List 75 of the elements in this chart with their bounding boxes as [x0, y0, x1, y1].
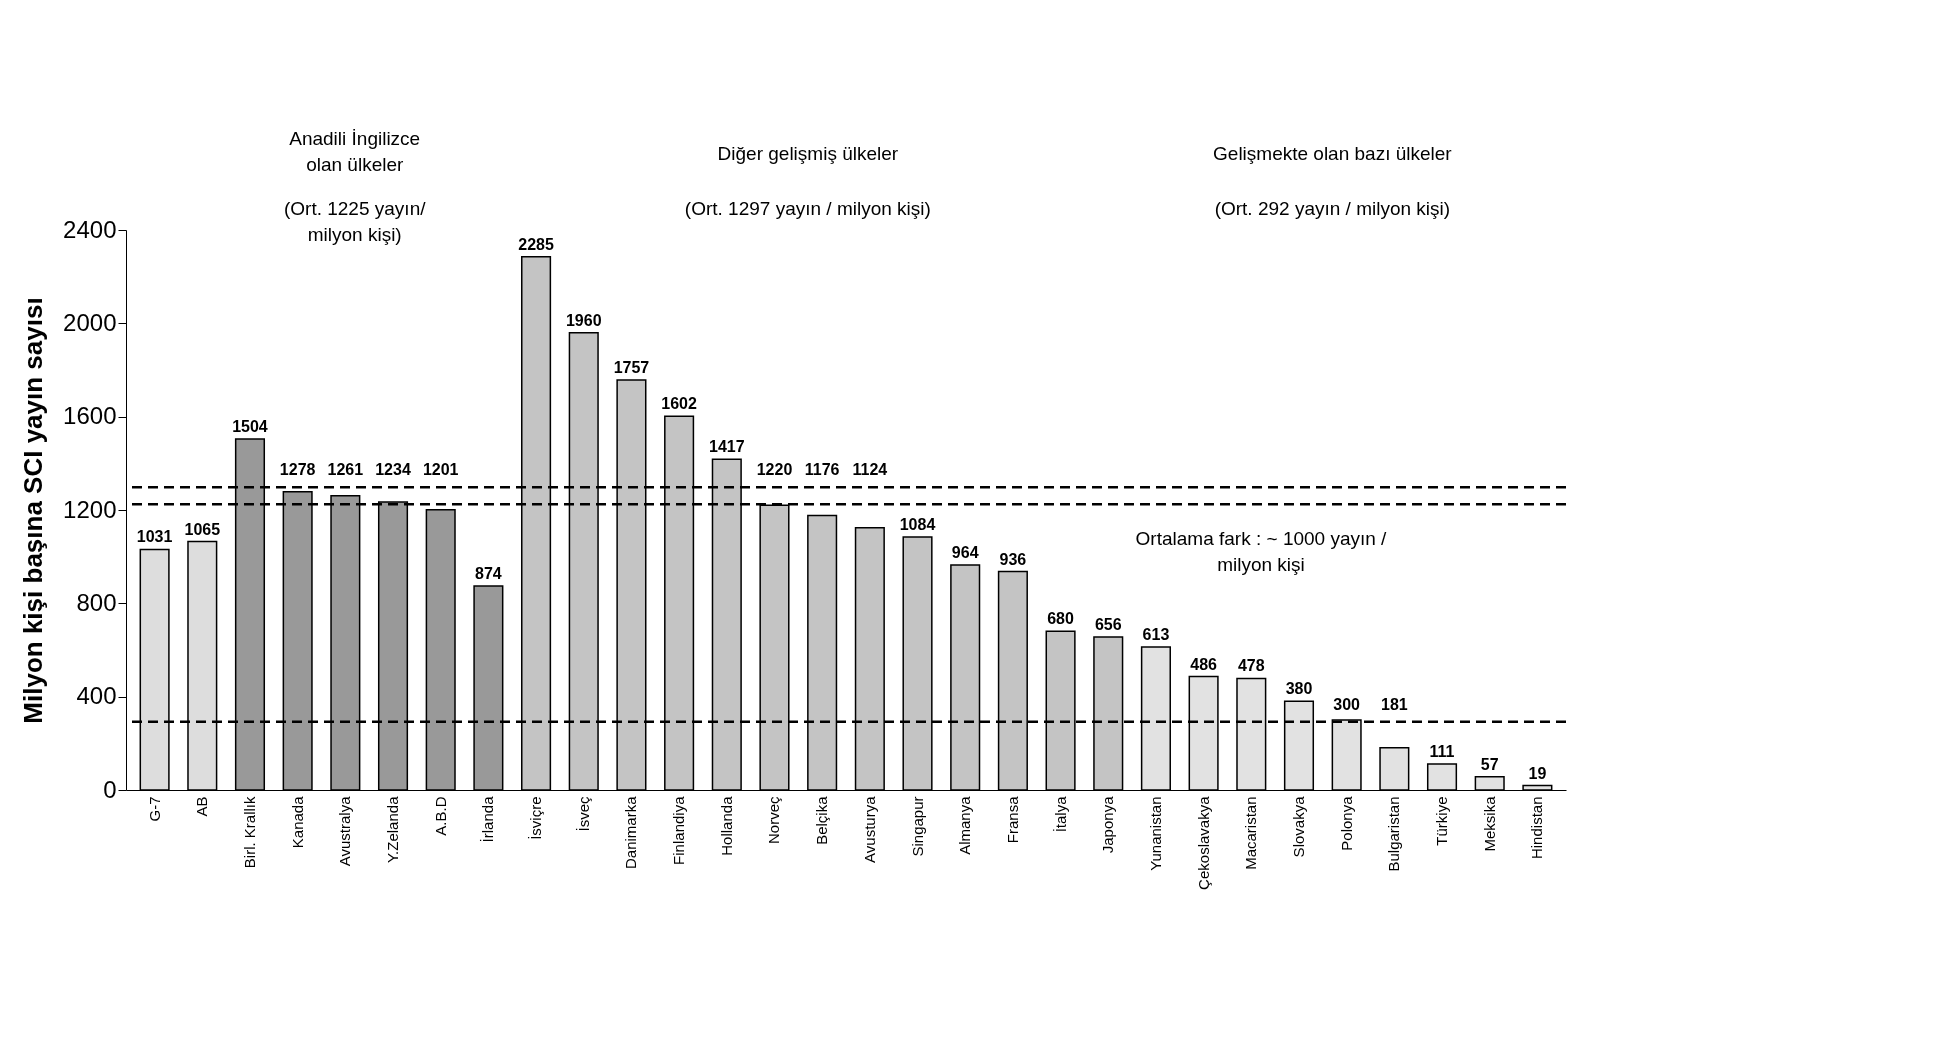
y-axis-title: Milyon kişi başına SCI yayın sayısı [18, 297, 49, 724]
annotation: (Ort. 1225 yayın/ milyon kişi) [283, 198, 427, 245]
data-label: 874 [475, 565, 502, 583]
data-label: 57 [1480, 755, 1499, 773]
x-tick-label: İsviçre [527, 796, 545, 840]
x-tick-label: Belçika [813, 795, 831, 845]
x-tick-label: Avusturya [860, 795, 878, 863]
data-label: 1417 [709, 438, 745, 456]
data-label: 111 [1429, 743, 1455, 761]
x-tick-label: Türkiye [1433, 796, 1451, 846]
data-label: 656 [1094, 615, 1122, 633]
data-label: 181 [1380, 695, 1408, 713]
y-tick-label: 1200 [63, 495, 117, 523]
y-tick-label: 400 [76, 682, 117, 710]
data-label: 1065 [184, 520, 221, 538]
y-tick-label: 2000 [63, 308, 117, 336]
data-label: 936 [999, 550, 1027, 568]
x-tick-label: Bulgaristan [1385, 796, 1403, 872]
data-label: 19 [1528, 764, 1547, 782]
x-tick-label: Macaristan [1242, 796, 1260, 870]
x-tick-label: AB [193, 796, 211, 817]
data-label: 1201 [422, 461, 459, 479]
data-label: 1031 [136, 528, 173, 546]
y-tick-label: 0 [103, 775, 117, 803]
data-label: 1124 [852, 461, 888, 479]
data-label: 1278 [279, 461, 316, 479]
data-label: 680 [1047, 610, 1075, 628]
data-label: 1960 [565, 311, 602, 329]
y-tick-label: 1600 [63, 402, 117, 430]
data-label: 1602 [661, 395, 698, 413]
data-label: 1220 [756, 461, 793, 479]
x-tick-label: Finlandiya [670, 795, 688, 865]
data-label: 478 [1237, 657, 1265, 675]
x-tick-label: Japonya [1099, 795, 1117, 854]
x-tick-label: Hindistan [1528, 796, 1546, 860]
x-tick-label: Çekoslavakya [1194, 795, 1212, 890]
x-tick-label: Fransa [1003, 795, 1021, 844]
data-label: 486 [1190, 655, 1218, 673]
data-label: 300 [1333, 695, 1361, 713]
x-tick-label: İsveç [574, 796, 592, 832]
x-tick-label: Danimarka [622, 795, 640, 870]
text: Anadili İngilizce olan ülkeler [289, 128, 421, 175]
x-tick-label: İrlanda [479, 795, 497, 843]
annotation: Ortalama fark : ~ 1000 yayın / milyon kişi [1135, 528, 1388, 575]
x-tick-label: Yunanistan [1146, 796, 1164, 871]
text: Gelişmekte olan bazı ülkeler [1213, 143, 1453, 164]
x-tick-label: Avustralya [336, 795, 354, 867]
x-tick-label: Hollanda [717, 795, 735, 856]
data-label: 1261 [327, 461, 364, 479]
data-label: 1084 [899, 516, 936, 534]
data-label: 1176 [804, 461, 840, 479]
text: Diğer gelişmiş ülkeler [717, 143, 899, 164]
y-tick-label: 800 [76, 588, 117, 616]
x-tick-label: Norveç [765, 796, 783, 845]
x-tick-label: İtalya [1051, 795, 1069, 833]
x-tick-label: Polonya [1337, 795, 1355, 851]
x-tick-label: Y.Zelanda [384, 795, 402, 863]
x-tick-label: Singapur [908, 796, 926, 857]
data-label: 964 [951, 544, 979, 562]
y-tick-label: 2400 [63, 215, 117, 243]
text: (Ort. 1297 yayın / milyon kişi) [684, 198, 931, 219]
x-tick-label: Almanya [956, 795, 974, 855]
text: (Ort. 292 yayın / milyon kişi) [1214, 198, 1451, 219]
data-label: 380 [1285, 680, 1313, 698]
data-label: 1757 [613, 359, 650, 377]
data-label: 613 [1142, 625, 1170, 643]
x-tick-label: Kanada [288, 795, 306, 849]
data-label: 1234 [375, 461, 411, 479]
data-label: 1504 [232, 418, 268, 436]
data-label: 2285 [518, 235, 554, 253]
x-tick-label: Birl. Krallık [240, 796, 258, 869]
x-tick-label: Meksika [1480, 795, 1498, 852]
x-tick-label: A.B.D [431, 796, 449, 836]
x-tick-label: Slovakya [1289, 795, 1307, 858]
x-tick-label: G-7 [145, 796, 163, 822]
